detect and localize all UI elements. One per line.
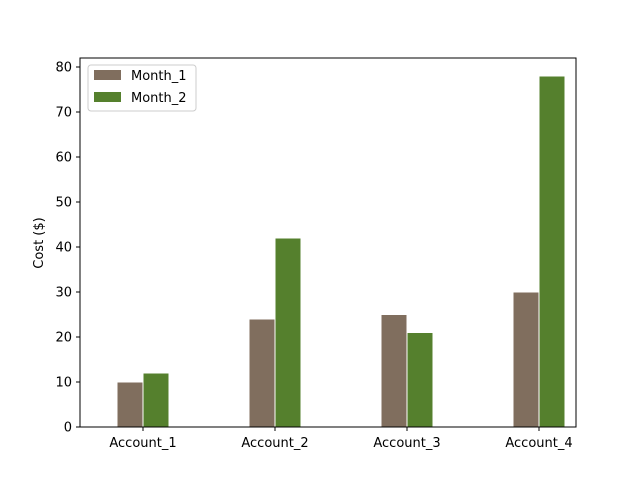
y-tick-label: 30	[55, 286, 72, 301]
bar-month-2-account-2	[274, 237, 302, 428]
plot-frame	[79, 57, 577, 428]
bar-month-2-account-3	[406, 332, 434, 428]
bar-month-1-account-2	[248, 318, 276, 428]
y-tick-label: 40	[55, 241, 72, 256]
bars-group	[116, 75, 566, 428]
legend-swatch-month-1	[94, 70, 121, 80]
y-tick-label: 20	[55, 331, 72, 346]
y-tick-label: 70	[55, 106, 72, 121]
bar-month-2-account-1	[142, 372, 170, 428]
bar-month-1-account-3	[380, 314, 408, 428]
legend-label-month-2: Month_2	[131, 91, 187, 106]
y-tick-label: 80	[55, 61, 72, 76]
x-tick-label: Account_2	[241, 436, 308, 451]
x-tick-label: Account_4	[505, 436, 572, 451]
legend-label-month-1: Month_1	[131, 69, 187, 84]
y-tick-label: 0	[64, 421, 72, 436]
y-tick-label: 60	[55, 151, 72, 166]
x-tick-label: Account_1	[109, 436, 176, 451]
y-axis-label: Cost ($)	[32, 217, 47, 268]
bar-month-1-account-1	[116, 381, 144, 428]
x-axis: Account_1 Account_2 Account_3 Account_4	[109, 427, 573, 451]
x-tick-label: Account_3	[373, 436, 440, 451]
bar-month-2-account-4	[538, 75, 566, 428]
bar-month-1-account-4	[512, 291, 540, 428]
y-tick-label: 50	[55, 196, 72, 211]
legend-swatch-month-2	[94, 92, 121, 102]
y-axis: 0 10 20 30 40 50 60 70 80	[55, 61, 80, 436]
legend: Month_1 Month_2	[87, 64, 197, 112]
y-tick-label: 10	[55, 376, 72, 391]
